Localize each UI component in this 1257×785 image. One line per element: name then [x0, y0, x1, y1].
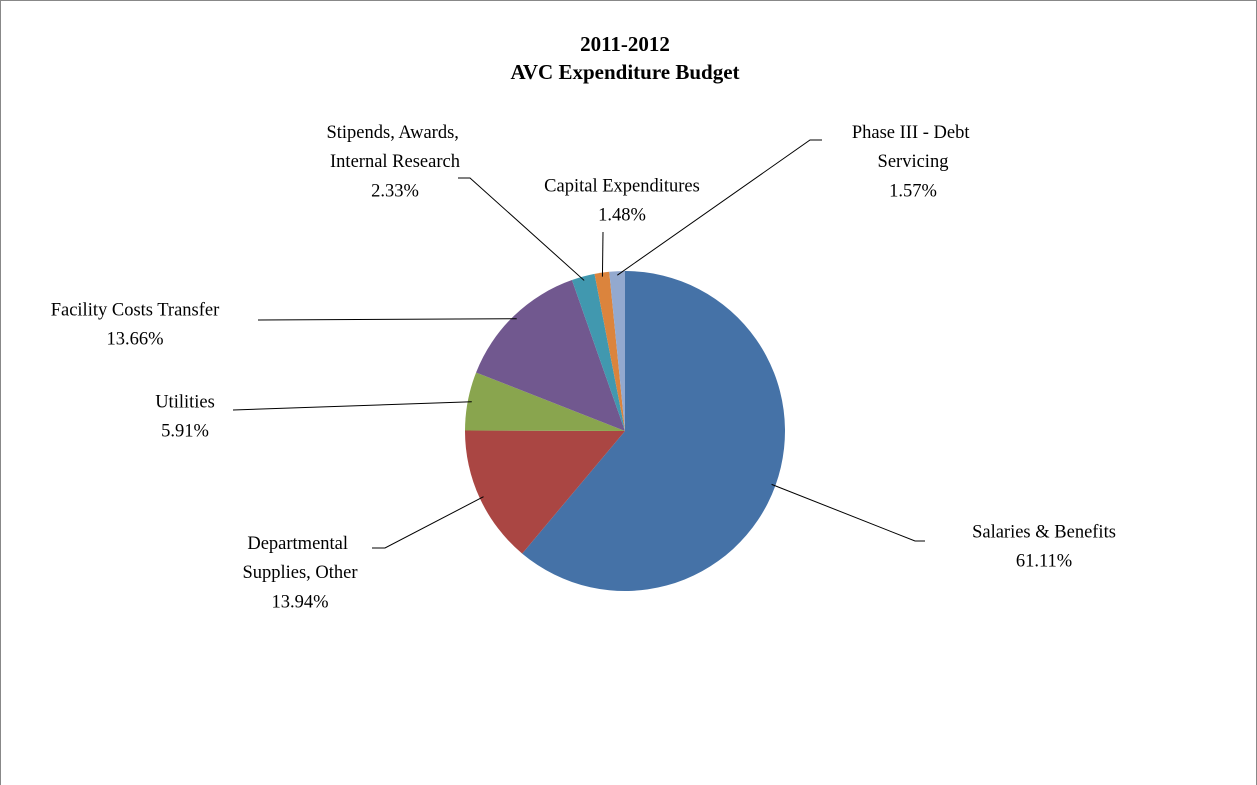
category-label: Phase III - Debt Servicing	[852, 123, 974, 172]
category-label: Capital Expenditures	[544, 176, 700, 196]
chart-title: 2011-2012	[580, 32, 670, 56]
category-label: Salaries & Benefits	[972, 522, 1116, 542]
value-label: 5.91%	[161, 421, 209, 441]
value-label: 13.66%	[106, 329, 163, 349]
leader-line	[458, 177, 585, 281]
value-label: 13.94%	[271, 592, 328, 612]
label-line: Phase III - Debt	[852, 123, 974, 143]
leader-line	[232, 401, 472, 411]
value-label: 1.48%	[598, 205, 646, 225]
category-label: Stipends, Awards, Internal Research	[326, 123, 463, 172]
category-label: Utilities	[155, 392, 215, 412]
label-line: Internal Research	[330, 152, 460, 172]
label-line: Supplies, Other	[242, 563, 357, 583]
label-line: Servicing	[878, 152, 949, 172]
category-label: Departmental Supplies, Other	[242, 534, 357, 583]
leader-line	[257, 318, 517, 321]
leader-line	[372, 496, 484, 549]
label-line: Departmental	[247, 534, 352, 554]
leader-line	[601, 231, 604, 277]
category-label: Facility Costs Transfer	[51, 300, 220, 320]
chart-subtitle: AVC Expenditure Budget	[510, 60, 739, 84]
leader-line	[617, 139, 822, 276]
pie-slice	[594, 271, 625, 431]
leader-line	[771, 483, 925, 542]
value-label: 1.57%	[889, 181, 937, 201]
pie-slice	[571, 273, 625, 431]
pie-slice	[522, 271, 785, 591]
pie-slice	[609, 271, 625, 431]
value-label: 61.11%	[1016, 551, 1072, 571]
pie-slice	[465, 430, 625, 554]
value-label: 2.33%	[371, 181, 419, 201]
pie-slice	[476, 280, 625, 431]
label-line: Stipends, Awards,	[326, 123, 463, 143]
pie-slice	[465, 372, 625, 431]
